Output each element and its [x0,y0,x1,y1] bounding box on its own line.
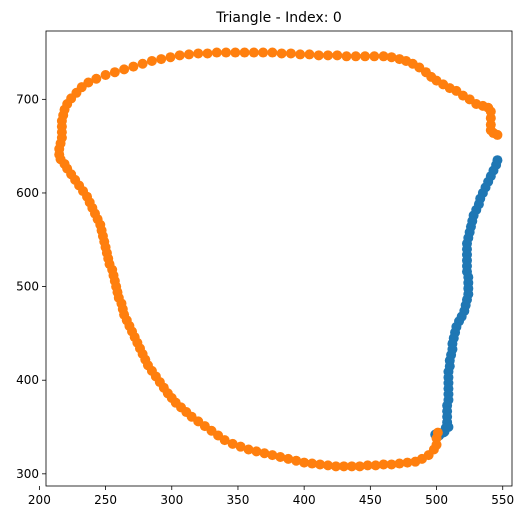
scatter-point [341,51,352,62]
scatter-point [258,47,269,58]
scatter-point [362,460,373,471]
scatter-point [202,48,213,59]
scatter-point [394,458,405,469]
scatter-point [378,51,389,62]
scatter-point [193,48,204,59]
scatter-point [285,48,296,59]
scatter-point [267,450,278,461]
x-tick-label: 300 [160,493,183,507]
scatter-point [369,51,380,62]
x-tick-label: 350 [227,493,250,507]
scatter-point [443,422,454,433]
chart-title: Triangle - Index: 0 [215,10,342,26]
scatter-point [291,455,302,466]
series-0 [430,155,503,441]
scatter-point [299,457,310,468]
scatter-point [174,50,185,61]
scatter-point [146,55,157,66]
scatter-point [432,427,443,438]
scatter-point [211,47,222,58]
plot-frame [45,30,513,487]
scatter-point [267,47,278,58]
scatter-point [295,49,306,60]
scatter-point [402,457,413,468]
x-tick-label: 250 [94,493,117,507]
scatter-point [386,52,397,63]
series-1 [54,47,503,472]
scatter-point [109,67,120,78]
scatter-point [137,58,148,69]
x-tick-label: 500 [425,493,448,507]
scatter-point [322,50,333,61]
y-tick-label: 400 [16,373,39,387]
scatter-point [183,49,194,60]
scatter-point [322,460,333,471]
scatter-point [165,52,176,63]
scatter-point [156,54,167,65]
scatter-point [119,64,130,75]
scatter-point [219,435,230,446]
scatter-point [100,70,111,80]
scatter-point [332,50,343,61]
scatter-point [283,453,294,464]
scatter-point [378,459,389,470]
scatter-point [346,461,357,472]
scatter-point [360,51,371,62]
axes: 200 250 300 350 400 450 500 550 300 400 500 600 700 [16,30,514,507]
scatter-point [313,50,324,61]
scatter-point [248,47,259,58]
scatter-point [91,73,102,84]
y-tick-label: 500 [16,280,39,294]
x-tick-label: 450 [359,493,382,507]
y-tick-label: 300 [16,467,39,481]
scatter-point [239,47,250,58]
scatter-point [128,61,139,72]
scatter-point [235,441,246,452]
y-tick-label: 700 [16,92,39,106]
scatter-point [230,47,241,58]
scatter-point [338,461,349,472]
scatter-point [330,461,341,472]
scatter-point [370,460,381,471]
scatter-point [221,47,232,58]
scatter-point [259,448,270,459]
scatter-point [276,48,287,59]
scatter-point [304,49,315,60]
scatter-point [243,444,254,455]
plot-area [54,47,503,472]
scatter-point [394,54,405,65]
scatter-point [354,461,365,472]
y-tick-label: 600 [16,186,39,200]
scatter-point [227,438,238,449]
scatter-point [251,446,262,457]
x-tick-label: 550 [491,493,514,507]
x-tick-label: 400 [293,493,316,507]
scatter-point [307,458,318,469]
scatter-point [350,51,361,62]
scatter-point [275,451,286,462]
x-tick-label: 200 [28,493,51,507]
scatter-point [315,459,326,470]
scatter-point [386,459,397,470]
